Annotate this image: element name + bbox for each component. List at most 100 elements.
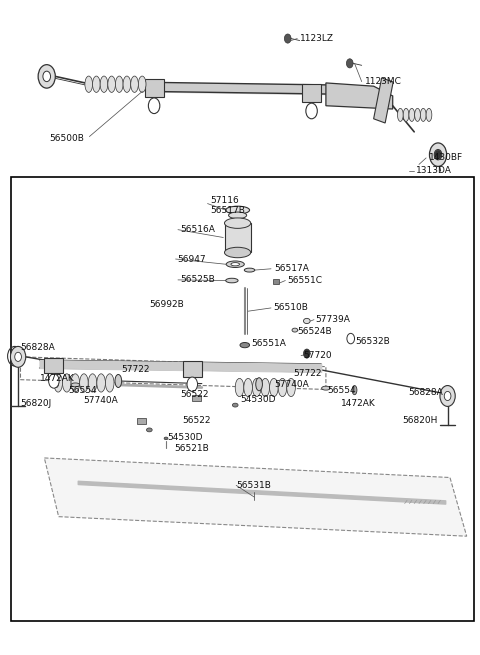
Ellipse shape [225,218,251,229]
Text: 56524B: 56524B [297,327,332,336]
Ellipse shape [322,386,330,390]
Ellipse shape [123,76,131,92]
Text: 56521B: 56521B [174,444,209,453]
Circle shape [430,143,446,166]
Text: 57740A: 57740A [275,380,309,389]
Bar [11,178,474,621]
Ellipse shape [54,374,62,392]
Ellipse shape [256,378,263,391]
Ellipse shape [88,374,97,392]
Text: 56551A: 56551A [252,339,287,348]
Ellipse shape [108,76,116,92]
Ellipse shape [116,76,123,92]
Text: 56820H: 56820H [402,417,438,425]
Text: 56947: 56947 [177,255,205,263]
Ellipse shape [54,379,59,388]
Ellipse shape [97,374,106,392]
Ellipse shape [244,379,252,397]
Polygon shape [326,83,393,109]
Ellipse shape [409,108,415,121]
Circle shape [11,346,26,367]
Ellipse shape [270,379,278,397]
Ellipse shape [138,76,146,92]
Text: 1313DA: 1313DA [416,166,452,176]
Text: 56500B: 56500B [49,134,84,143]
Ellipse shape [397,108,403,121]
Circle shape [38,65,55,88]
Ellipse shape [93,76,100,92]
Polygon shape [44,458,467,536]
Circle shape [440,386,455,406]
Text: 57739A: 57739A [315,315,350,324]
Circle shape [347,59,353,68]
Circle shape [306,103,317,119]
Text: 57722: 57722 [293,369,322,378]
Ellipse shape [226,261,244,267]
Bar [144,79,164,97]
Circle shape [444,392,451,401]
Text: 56522: 56522 [183,416,211,424]
Circle shape [435,150,442,159]
Ellipse shape [80,374,88,392]
Text: 56554: 56554 [68,386,97,395]
Circle shape [15,352,22,362]
Bar [274,279,279,284]
Ellipse shape [164,437,168,440]
Circle shape [303,349,310,358]
Ellipse shape [303,318,310,324]
Circle shape [284,34,291,43]
Ellipse shape [225,248,251,257]
Ellipse shape [235,379,244,397]
Ellipse shape [240,343,250,348]
Circle shape [43,71,50,82]
Circle shape [187,377,198,392]
Ellipse shape [100,76,108,92]
Ellipse shape [403,108,409,121]
Text: 56525B: 56525B [180,275,215,284]
Circle shape [347,333,355,344]
Text: 56551C: 56551C [288,276,323,285]
Text: 56828A: 56828A [408,388,443,397]
Ellipse shape [226,206,250,214]
Ellipse shape [231,263,240,266]
Ellipse shape [252,379,261,397]
Bar [302,84,321,102]
Text: 56828A: 56828A [21,343,55,352]
Text: 56554: 56554 [327,386,356,394]
Circle shape [148,98,160,113]
Ellipse shape [352,386,357,395]
Text: 1472AK: 1472AK [341,400,376,408]
Ellipse shape [415,108,420,121]
Text: 57722: 57722 [121,365,150,375]
Text: 56820J: 56820J [21,400,52,408]
Ellipse shape [232,403,238,407]
Text: 56531B: 56531B [236,481,271,490]
Ellipse shape [62,374,71,392]
Text: 1123MC: 1123MC [365,77,402,86]
Ellipse shape [146,428,152,432]
Text: 56516A: 56516A [180,225,215,234]
Circle shape [434,149,442,160]
Text: 57720: 57720 [303,351,332,360]
Ellipse shape [278,379,287,397]
Ellipse shape [131,76,138,92]
Text: 1430BF: 1430BF [429,153,463,162]
Ellipse shape [71,383,80,387]
Ellipse shape [85,76,93,92]
Ellipse shape [426,108,432,121]
Bar [44,358,63,373]
Text: 56992B: 56992B [149,299,184,309]
Text: 56510B: 56510B [274,303,308,312]
Ellipse shape [115,375,121,388]
Text: 54530D: 54530D [168,432,203,441]
Ellipse shape [261,379,270,397]
Ellipse shape [71,374,80,392]
Ellipse shape [228,212,247,219]
Bar [183,362,202,377]
Ellipse shape [226,278,238,283]
Text: 57740A: 57740A [84,396,118,405]
Ellipse shape [292,328,298,332]
Text: 56522: 56522 [180,390,209,398]
Text: 56517B: 56517B [210,206,245,215]
Ellipse shape [106,374,114,392]
